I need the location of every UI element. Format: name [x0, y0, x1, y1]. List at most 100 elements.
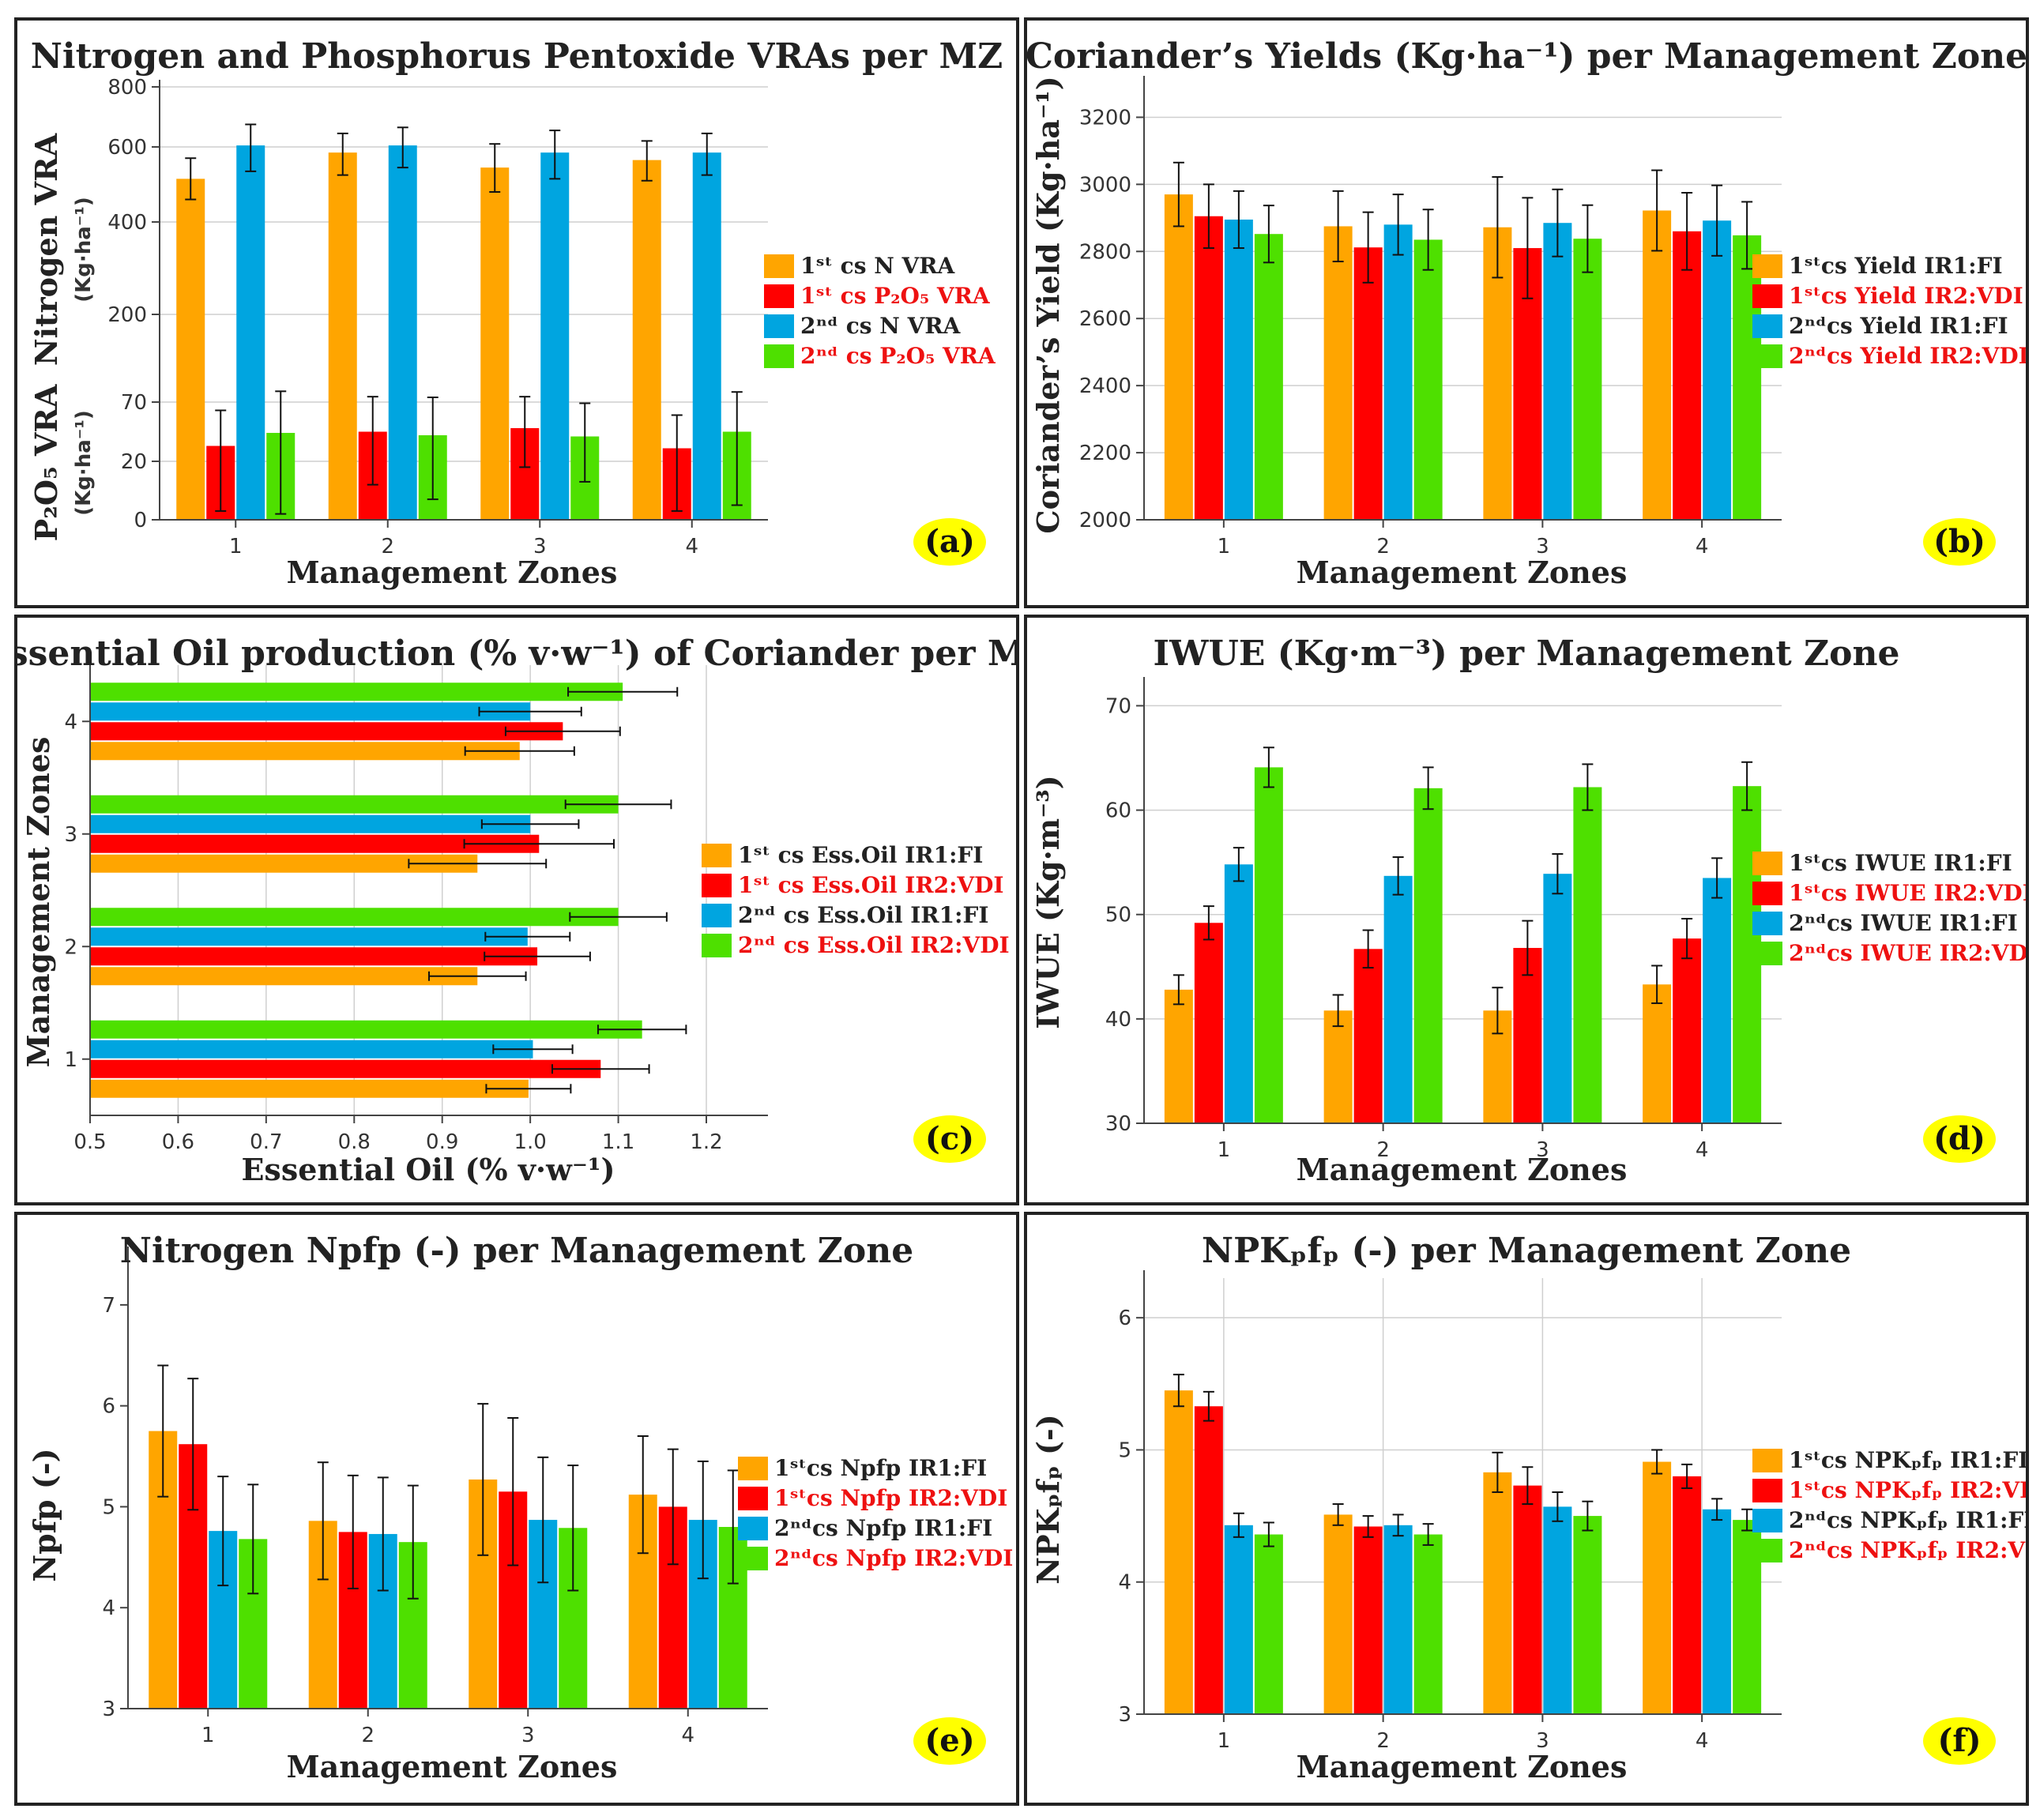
chart-title: IWUE (Kg·m⁻³) per Management Zone [1154, 634, 1900, 674]
chart-b: 2000 2200 2400 2600 2800 3000 3200 1 2 3 4 Coriande… [1027, 36, 2026, 590]
panel-f: 3 4 5 6 1 2 3 4 NPKₚfₚ (-) per Management Zone NP… [1024, 1212, 2029, 1806]
legend-label: 1ˢᵗcs Npfp IR2:VDI [774, 1485, 1007, 1511]
y-tick-label: 2600 [1079, 307, 1131, 331]
legend-label: 2ⁿᵈ cs Ess.Oil IR2:VDI [738, 932, 1010, 958]
bar [1513, 1485, 1542, 1714]
x-axis-title: Management Zones [287, 555, 618, 590]
x-tick-label: 1 [201, 1724, 215, 1747]
x-tick-label: 4 [1696, 535, 1709, 558]
legend-label: 1ˢᵗ cs Ess.Oil IR1:FI [738, 842, 983, 868]
bar [1543, 1506, 1572, 1714]
legend-label: 1ˢᵗcs Yield IR2:VDI [1789, 283, 2023, 309]
x-tick-label: 1 [229, 535, 243, 558]
bar [540, 152, 570, 520]
bar [1733, 235, 1762, 520]
x-tick-label: 4 [685, 535, 698, 558]
y-tick-label: 3000 [1079, 173, 1131, 197]
y-tick-label: 0 [134, 509, 147, 532]
bar [90, 795, 619, 814]
bar [1573, 1516, 1602, 1714]
bar [90, 1059, 601, 1078]
legend-label: 2ⁿᵈ cs Ess.Oil IR1:FI [738, 902, 988, 928]
y-axis-unit-nitrogen: (Kg·ha⁻¹) [72, 197, 96, 303]
x-tick-label: 2 [361, 1724, 375, 1747]
x-tick-label: 4 [681, 1724, 694, 1747]
y-tick-label: 3 [1118, 1703, 1131, 1727]
bar [1643, 210, 1672, 520]
x-tick-label: 0.7 [250, 1130, 282, 1154]
legend-swatch [1752, 1539, 1782, 1562]
bar [1673, 231, 1702, 520]
y-axis-title: IWUE (Kg·m⁻³) [1030, 775, 1066, 1028]
bar [1164, 1390, 1193, 1714]
bar [1413, 1534, 1443, 1714]
bar [1573, 239, 1602, 520]
x-axis-title: Management Zones [1297, 1152, 1628, 1187]
x-tick-label: 1 [1218, 1729, 1231, 1753]
y-tick-label: 600 [107, 136, 147, 160]
bar [1254, 767, 1283, 1123]
legend-label: 2ⁿᵈcs Yield IR2:VDI [1789, 343, 2026, 369]
legend-label: 2ⁿᵈcs NPKₚfₚ IR1:FI [1789, 1507, 2026, 1533]
legend-label: 1ˢᵗcs Npfp IR1:FI [774, 1455, 987, 1481]
y-tick-label: 2400 [1079, 374, 1131, 398]
bar [236, 145, 265, 520]
legend-label: 1ˢᵗ cs P₂O₅ VRA [800, 283, 991, 309]
legend-label: 1ˢᵗ cs N VRA [800, 253, 956, 279]
panel-badge-label: (c) [925, 1120, 974, 1157]
chart-title: Nitrogen and Phosphorus Pentoxide VRAs p… [31, 36, 1003, 77]
bar [1543, 223, 1572, 520]
bar [1224, 864, 1253, 1123]
bar [692, 152, 721, 520]
panel-e: 3 4 5 6 7 1 2 3 4 Nitrogen Npfp (-) per Managemen… [14, 1212, 1019, 1806]
bar [1323, 226, 1353, 520]
legend-swatch [1752, 254, 1782, 278]
y-tick-label: 200 [107, 303, 147, 327]
legend-swatch [1752, 344, 1782, 368]
legend-swatch [1752, 852, 1782, 875]
legend-label: 2ⁿᵈ cs N VRA [800, 313, 962, 339]
y-tick-label: 30 [1105, 1112, 1131, 1136]
bar [1673, 1476, 1702, 1714]
y-tick-label: 40 [1105, 1008, 1131, 1032]
y-tick-label: 4 [1118, 1571, 1131, 1595]
panel-badge-label: (f) [1937, 1722, 1981, 1759]
bar [90, 1079, 529, 1098]
legend-label: 1ˢᵗ cs Ess.Oil IR2:VDI [738, 872, 1004, 898]
legend-label: 2ⁿᵈcs IWUE IR1:FI [1789, 910, 2018, 936]
bar [90, 854, 478, 873]
panel-badge [1923, 1717, 1996, 1765]
chart-f: 3 4 5 6 1 2 3 4 NPKₚfₚ (-) per Management Zone NP… [1030, 1231, 2026, 1784]
bar [1413, 239, 1443, 520]
bar [90, 967, 478, 986]
bar [1353, 1526, 1383, 1714]
panel-badge-label: (e) [924, 1722, 974, 1759]
y-tick-label: 6 [102, 1395, 115, 1419]
y-tick-label: 800 [107, 76, 147, 100]
legend-label: 1ˢᵗcs NPKₚfₚ IR1:FI [1789, 1447, 2026, 1473]
bar [90, 927, 528, 946]
bar [1483, 1472, 1512, 1714]
bar [1323, 1514, 1353, 1714]
y-tick-label: 20 [121, 450, 147, 474]
y-tick-label: 60 [1105, 799, 1131, 823]
x-tick-label: 3 [521, 1724, 535, 1747]
y-tick-label: 7 [102, 1294, 115, 1318]
y-tick-label: 2000 [1079, 509, 1131, 532]
bar [1413, 788, 1443, 1123]
x-axis-title: Management Zones [1297, 1749, 1628, 1784]
panel-badge [913, 518, 986, 566]
bar [1194, 923, 1223, 1123]
bar [90, 702, 531, 721]
chart-title: Nitrogen Npfp (-) per Management Zone [120, 1231, 913, 1271]
legend-swatch [702, 904, 732, 927]
legend-swatch [702, 874, 732, 897]
legend-swatch [1752, 1509, 1782, 1532]
y-axis-title: Npfp (-) [27, 1448, 62, 1581]
legend-swatch [764, 284, 794, 308]
y-axis-unit-p2o5: (Kg·ha⁻¹) [72, 410, 96, 516]
x-tick-label: 1 [1218, 535, 1231, 558]
panel-a: 0 20 70 200 400 600 800 1 2 3 4 Nitrogen VRA (Kg·ha⁻… [14, 17, 1019, 608]
bar [1323, 1010, 1353, 1123]
bar [1643, 984, 1672, 1123]
